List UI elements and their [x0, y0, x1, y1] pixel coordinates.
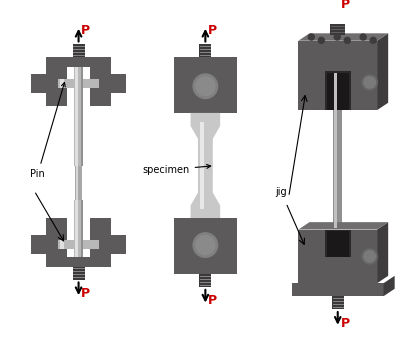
Circle shape	[363, 76, 376, 89]
Bar	[111, 74, 126, 93]
Text: P: P	[81, 287, 90, 300]
Polygon shape	[383, 276, 395, 296]
Bar	[75, 200, 78, 257]
Bar	[73, 266, 84, 279]
Bar	[332, 296, 344, 309]
Text: Pin: Pin	[30, 82, 65, 179]
Circle shape	[370, 37, 377, 44]
Bar	[200, 274, 211, 287]
Bar	[292, 283, 383, 296]
Polygon shape	[298, 33, 388, 41]
Bar	[75, 67, 78, 166]
Bar	[74, 67, 83, 166]
Bar	[58, 79, 99, 88]
Bar	[325, 71, 351, 110]
Bar	[46, 57, 111, 106]
Bar	[32, 235, 46, 254]
Bar	[298, 229, 377, 283]
Circle shape	[192, 73, 218, 99]
Circle shape	[361, 74, 378, 91]
Text: P: P	[341, 0, 349, 11]
Ellipse shape	[332, 14, 350, 23]
Bar	[75, 166, 82, 200]
Text: P: P	[341, 317, 349, 330]
Polygon shape	[377, 222, 388, 283]
Bar	[174, 57, 237, 113]
Circle shape	[361, 248, 378, 265]
Circle shape	[195, 76, 215, 96]
Bar	[333, 73, 342, 228]
Text: specimen: specimen	[142, 165, 210, 175]
Circle shape	[333, 33, 341, 41]
Polygon shape	[191, 113, 220, 219]
Bar	[46, 219, 111, 266]
Bar	[81, 67, 83, 166]
Circle shape	[307, 33, 315, 41]
Circle shape	[195, 235, 215, 255]
Polygon shape	[377, 33, 388, 110]
Circle shape	[360, 33, 367, 41]
Bar	[58, 240, 99, 249]
Circle shape	[344, 37, 351, 44]
Circle shape	[318, 37, 325, 44]
Bar	[74, 200, 83, 257]
Text: P: P	[208, 294, 217, 307]
Bar	[174, 219, 237, 274]
Bar	[330, 18, 345, 35]
Bar	[327, 73, 349, 110]
Bar	[81, 200, 83, 257]
Bar	[298, 41, 377, 110]
Circle shape	[363, 250, 376, 263]
Bar	[76, 166, 78, 200]
Bar	[32, 74, 46, 93]
Bar	[111, 235, 126, 254]
Bar	[68, 67, 90, 166]
Bar	[60, 79, 64, 88]
Bar	[68, 200, 90, 257]
Text: P: P	[81, 24, 90, 37]
Bar	[73, 44, 84, 57]
Bar	[325, 229, 351, 257]
Bar	[334, 73, 337, 228]
Bar	[60, 240, 64, 249]
Text: P: P	[208, 24, 217, 37]
Bar	[327, 232, 349, 257]
Bar	[200, 44, 211, 57]
Circle shape	[192, 232, 218, 258]
Polygon shape	[200, 122, 205, 209]
Text: jig: jig	[275, 187, 286, 197]
Bar	[325, 71, 351, 110]
Polygon shape	[298, 222, 388, 229]
